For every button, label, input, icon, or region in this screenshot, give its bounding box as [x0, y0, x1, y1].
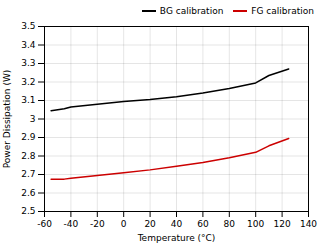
svg-text:3.2: 3.2 — [21, 77, 35, 87]
svg-text:120: 120 — [274, 219, 291, 229]
svg-text:3.3: 3.3 — [21, 58, 35, 68]
svg-text:2.9: 2.9 — [21, 132, 36, 142]
svg-text:0: 0 — [121, 219, 127, 229]
svg-text:-60: -60 — [37, 219, 52, 229]
svg-text:40: 40 — [171, 219, 183, 229]
html-text:FG calibration: FG calibration — [251, 5, 314, 16]
svg-text:2.6: 2.6 — [21, 188, 36, 198]
svg-text:3.1: 3.1 — [21, 95, 35, 105]
svg-text:3: 3 — [30, 114, 36, 124]
svg-text:-20: -20 — [90, 219, 105, 229]
svg-text:2.7: 2.7 — [21, 169, 35, 179]
svg-text:2.8: 2.8 — [21, 151, 36, 161]
svg-text:20: 20 — [144, 219, 156, 229]
svg-text:80: 80 — [224, 219, 236, 229]
svg-text:140: 140 — [300, 219, 317, 229]
svg-text:100: 100 — [247, 219, 264, 229]
svg-text:2.5: 2.5 — [21, 206, 35, 216]
svg-text:60: 60 — [197, 219, 209, 229]
svg-text:3.5: 3.5 — [21, 21, 35, 31]
html-text:BG calibration: BG calibration — [159, 5, 224, 16]
svg-text:3.4: 3.4 — [21, 40, 36, 50]
svg-text:Power Dissipation (W): Power Dissipation (W) — [2, 70, 12, 169]
svg-text:-40: -40 — [64, 219, 79, 229]
svg-text:Temperature (°C): Temperature (°C) — [137, 233, 216, 243]
